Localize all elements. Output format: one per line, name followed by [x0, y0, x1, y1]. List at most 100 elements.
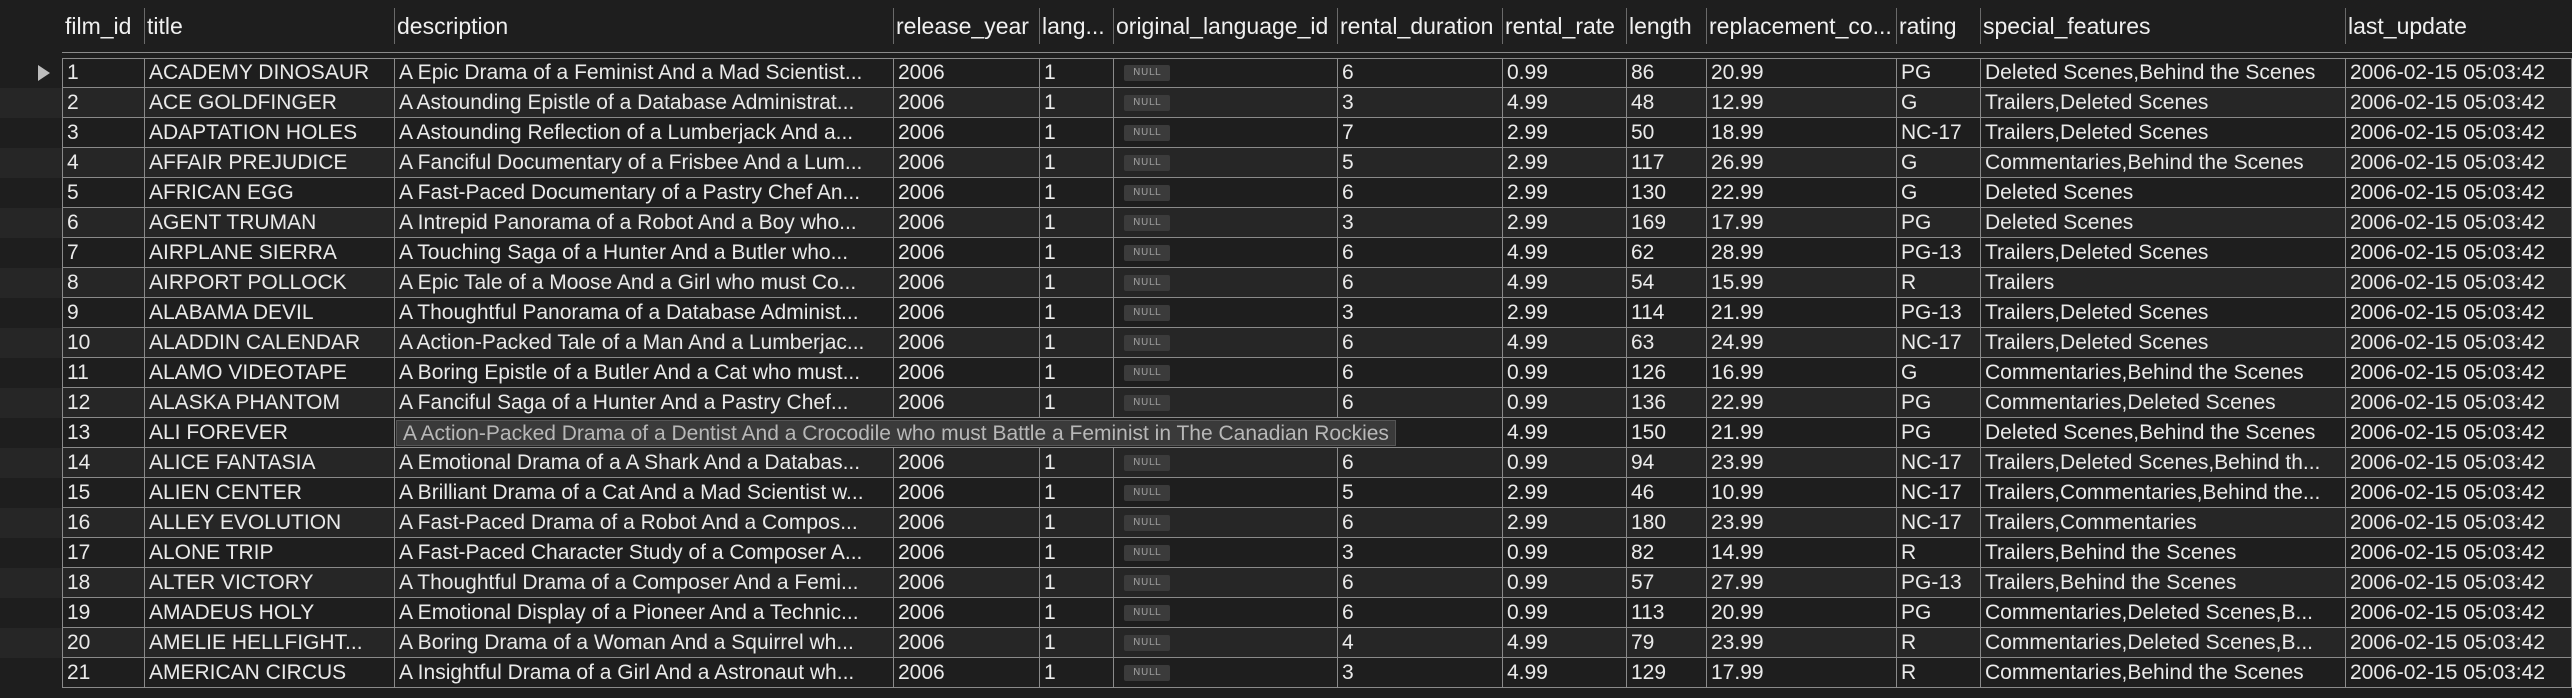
cell-length[interactable]: 117 [1626, 148, 1706, 178]
column-header-rental-rate[interactable]: rental_rate [1505, 13, 1615, 39]
column-resize-handle[interactable] [144, 8, 145, 44]
cell-language-id[interactable]: 1 [1039, 388, 1113, 418]
cell-rental-rate[interactable]: 0.99 [1502, 358, 1626, 388]
table-row[interactable]: 17 ALONE TRIP A Fast-Paced Character Study… [0, 538, 2572, 568]
cell-description[interactable]: A Epic Drama of a Feminist And a Mad Sci… [394, 58, 893, 88]
cell-film-id[interactable]: 11 [62, 358, 144, 388]
cell-replacement-cost[interactable]: 22.99 [1706, 178, 1896, 208]
cell-special-features[interactable]: Trailers,Commentaries [1980, 508, 2345, 538]
cell-special-features[interactable]: Commentaries,Deleted Scenes,B... [1980, 628, 2345, 658]
cell-last-update[interactable]: 2006-02-15 05:03:42 [2345, 298, 2572, 328]
cell-length[interactable]: 63 [1626, 328, 1706, 358]
cell-special-features[interactable]: Trailers [1980, 268, 2345, 298]
cell-rating[interactable]: R [1896, 538, 1980, 568]
cell-rental-duration[interactable]: 3 [1337, 298, 1502, 328]
cell-rental-duration[interactable]: 6 [1337, 268, 1502, 298]
cell-special-features[interactable]: Commentaries,Behind the Scenes [1980, 148, 2345, 178]
cell-film-id[interactable]: 12 [62, 388, 144, 418]
cell-language-id[interactable]: 1 [1039, 658, 1113, 688]
cell-language-id[interactable]: 1 [1039, 478, 1113, 508]
cell-rental-rate[interactable]: 2.99 [1502, 118, 1626, 148]
cell-length[interactable]: 114 [1626, 298, 1706, 328]
cell-special-features[interactable]: Commentaries,Behind the Scenes [1980, 358, 2345, 388]
column-header-film-id[interactable]: film_id [65, 13, 132, 39]
cell-replacement-cost[interactable]: 20.99 [1706, 598, 1896, 628]
cell-last-update[interactable]: 2006-02-15 05:03:42 [2345, 568, 2572, 598]
cell-last-update[interactable]: 2006-02-15 05:03:42 [2345, 268, 2572, 298]
cell-description[interactable]: A Fanciful Documentary of a Frisbee And … [394, 148, 893, 178]
table-row[interactable]: 11 ALAMO VIDEOTAPE A Boring Epistle of a B… [0, 358, 2572, 388]
column-header-original-language-id[interactable]: original_language_id [1116, 13, 1329, 39]
cell-rating[interactable]: R [1896, 658, 1980, 688]
cell-original-language-id[interactable]: NULL [1113, 88, 1337, 118]
cell-special-features[interactable]: Trailers,Deleted Scenes [1980, 298, 2345, 328]
table-row[interactable]: 16 ALLEY EVOLUTION A Fast-Paced Drama of a… [0, 508, 2572, 538]
cell-title[interactable]: ALTER VICTORY [144, 568, 394, 598]
cell-rental-duration[interactable]: 4 [1337, 628, 1502, 658]
cell-release-year[interactable]: 2006 [893, 328, 1039, 358]
cell-last-update[interactable]: 2006-02-15 05:03:42 [2345, 238, 2572, 268]
cell-rental-duration[interactable]: 6 [1337, 358, 1502, 388]
cell-release-year[interactable]: 2006 [893, 658, 1039, 688]
cell-title[interactable]: ALABAMA DEVIL [144, 298, 394, 328]
cell-last-update[interactable]: 2006-02-15 05:03:42 [2345, 448, 2572, 478]
cell-rating[interactable]: PG [1896, 58, 1980, 88]
cell-description[interactable]: A Fast-Paced Drama of a Robot And a Comp… [394, 508, 893, 538]
cell-rental-rate[interactable]: 0.99 [1502, 448, 1626, 478]
cell-last-update[interactable]: 2006-02-15 05:03:42 [2345, 88, 2572, 118]
cell-rental-rate[interactable]: 2.99 [1502, 148, 1626, 178]
cell-film-id[interactable]: 13 [62, 418, 144, 448]
cell-original-language-id[interactable]: NULL [1113, 478, 1337, 508]
cell-description[interactable]: A Boring Epistle of a Butler And a Cat w… [394, 358, 893, 388]
cell-rental-duration[interactable]: 6 [1337, 328, 1502, 358]
cell-replacement-cost[interactable]: 14.99 [1706, 538, 1896, 568]
cell-description[interactable]: A Emotional Display of a Pioneer And a T… [394, 598, 893, 628]
cell-last-update[interactable]: 2006-02-15 05:03:42 [2345, 508, 2572, 538]
cell-last-update[interactable]: 2006-02-15 05:03:42 [2345, 598, 2572, 628]
cell-language-id[interactable]: 1 [1039, 598, 1113, 628]
cell-length[interactable]: 150 [1626, 418, 1706, 448]
cell-title[interactable]: AIRPLANE SIERRA [144, 238, 394, 268]
cell-language-id[interactable]: 1 [1039, 238, 1113, 268]
cell-title[interactable]: ALI FOREVER [144, 418, 394, 448]
cell-film-id[interactable]: 7 [62, 238, 144, 268]
cell-rating[interactable]: PG-13 [1896, 568, 1980, 598]
cell-release-year[interactable]: 2006 [893, 178, 1039, 208]
cell-replacement-cost[interactable]: 27.99 [1706, 568, 1896, 598]
cell-description[interactable]: A Fast-Paced Documentary of a Pastry Che… [394, 178, 893, 208]
cell-rating[interactable]: R [1896, 628, 1980, 658]
cell-release-year[interactable]: 2006 [893, 118, 1039, 148]
cell-film-id[interactable]: 18 [62, 568, 144, 598]
cell-replacement-cost[interactable]: 17.99 [1706, 208, 1896, 238]
cell-rental-duration[interactable]: 3 [1337, 88, 1502, 118]
table-row[interactable]: 13 ALI FOREVER 4.99 150 21.99 PG Deleted Scene… [0, 418, 2572, 448]
cell-language-id[interactable]: 1 [1039, 448, 1113, 478]
cell-rental-duration[interactable]: 6 [1337, 448, 1502, 478]
cell-length[interactable]: 79 [1626, 628, 1706, 658]
cell-description[interactable]: A Emotional Drama of a A Shark And a Dat… [394, 448, 893, 478]
cell-release-year[interactable]: 2006 [893, 538, 1039, 568]
table-row[interactable]: 12 ALASKA PHANTOM A Fanciful Saga of a Hun… [0, 388, 2572, 418]
cell-title[interactable]: ALADDIN CALENDAR [144, 328, 394, 358]
cell-special-features[interactable]: Trailers,Deleted Scenes [1980, 118, 2345, 148]
cell-replacement-cost[interactable]: 28.99 [1706, 238, 1896, 268]
cell-description[interactable]: A Thoughtful Panorama of a Database Admi… [394, 298, 893, 328]
cell-release-year[interactable]: 2006 [893, 508, 1039, 538]
cell-length[interactable]: 54 [1626, 268, 1706, 298]
cell-title[interactable]: AGENT TRUMAN [144, 208, 394, 238]
cell-title[interactable]: AIRPORT POLLOCK [144, 268, 394, 298]
cell-title[interactable]: ALONE TRIP [144, 538, 394, 568]
cell-last-update[interactable]: 2006-02-15 05:03:42 [2345, 118, 2572, 148]
table-row[interactable]: 8 AIRPORT POLLOCK A Epic Tale of a Moose A… [0, 268, 2572, 298]
cell-rental-duration[interactable]: 6 [1337, 508, 1502, 538]
column-resize-handle[interactable] [1626, 8, 1627, 44]
cell-replacement-cost[interactable]: 24.99 [1706, 328, 1896, 358]
cell-length[interactable]: 86 [1626, 58, 1706, 88]
cell-title[interactable]: ACE GOLDFINGER [144, 88, 394, 118]
cell-special-features[interactable]: Trailers,Behind the Scenes [1980, 538, 2345, 568]
cell-title[interactable]: ADAPTATION HOLES [144, 118, 394, 148]
cell-film-id[interactable]: 6 [62, 208, 144, 238]
cell-original-language-id[interactable]: NULL [1113, 178, 1337, 208]
column-resize-handle[interactable] [1337, 8, 1338, 44]
